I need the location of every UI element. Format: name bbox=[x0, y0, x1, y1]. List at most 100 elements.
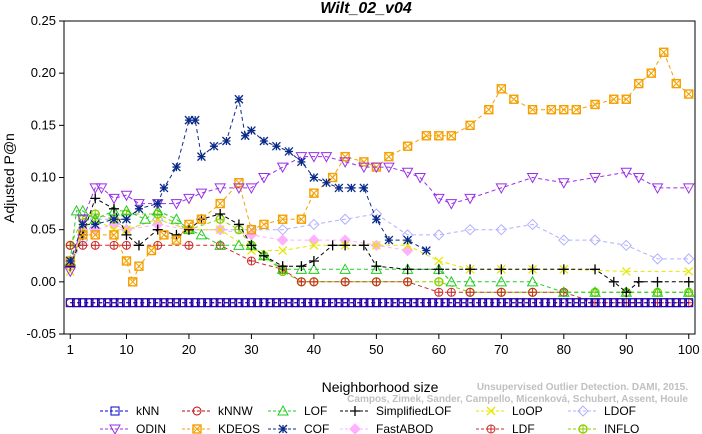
data-point bbox=[496, 298, 506, 308]
data-point bbox=[196, 152, 206, 162]
data-point bbox=[309, 298, 319, 308]
data-point bbox=[246, 298, 256, 308]
data-point bbox=[590, 298, 600, 308]
legend-label: INFLO bbox=[604, 422, 639, 434]
data-point bbox=[134, 298, 144, 308]
data-point bbox=[346, 298, 356, 308]
data-point bbox=[76, 214, 89, 226]
y-tick-label: 0.10 bbox=[31, 170, 56, 185]
data-point bbox=[365, 298, 375, 308]
data-point bbox=[653, 298, 663, 308]
data-point bbox=[320, 152, 333, 163]
data-point bbox=[296, 277, 306, 287]
data-point bbox=[70, 204, 83, 216]
data-point bbox=[370, 263, 383, 274]
data-point bbox=[258, 250, 269, 261]
data-point bbox=[578, 298, 588, 308]
data-point bbox=[146, 298, 156, 308]
data-point bbox=[433, 264, 444, 275]
data-point bbox=[334, 183, 344, 193]
data-point bbox=[321, 178, 331, 188]
data-point bbox=[296, 261, 307, 272]
data-point bbox=[558, 234, 570, 246]
data-point bbox=[440, 298, 450, 308]
data-point bbox=[621, 298, 631, 308]
data-point bbox=[178, 298, 188, 308]
data-point bbox=[328, 298, 338, 308]
data-point bbox=[433, 229, 445, 241]
data-point bbox=[628, 298, 638, 308]
data-point bbox=[109, 240, 119, 250]
credit-line-1: Unsupervised Outlier Detection. DAMI, 20… bbox=[477, 382, 688, 393]
data-point bbox=[608, 276, 619, 287]
data-point bbox=[95, 183, 108, 194]
data-point bbox=[65, 298, 75, 308]
data-point bbox=[546, 298, 556, 308]
data-point bbox=[121, 256, 132, 266]
x-tick-label: 60 bbox=[432, 342, 446, 357]
data-point bbox=[540, 298, 550, 308]
data-point bbox=[321, 298, 331, 308]
data-point bbox=[490, 298, 500, 308]
data-point bbox=[659, 47, 669, 57]
legend: kNN kNNW LOF SimplifiedLOF LoOP LDOF ODIN KDEOS… bbox=[100, 404, 639, 434]
data-point bbox=[621, 266, 631, 276]
data-point bbox=[233, 219, 244, 230]
data-point bbox=[446, 131, 457, 141]
data-point bbox=[195, 188, 208, 200]
data-point bbox=[90, 298, 100, 308]
data-point bbox=[253, 298, 263, 308]
legend-item-simplifiedlof: SimplifiedLOF bbox=[340, 404, 451, 418]
data-point bbox=[557, 286, 570, 297]
data-point bbox=[308, 218, 320, 231]
data-point bbox=[192, 406, 202, 416]
data-point bbox=[122, 225, 131, 235]
data-point bbox=[109, 214, 119, 224]
data-point bbox=[496, 264, 507, 275]
data-point bbox=[565, 298, 575, 308]
data-point bbox=[384, 151, 394, 162]
plot-frame bbox=[63, 20, 696, 335]
data-point bbox=[170, 199, 183, 210]
data-point bbox=[184, 298, 194, 308]
data-point bbox=[495, 275, 508, 287]
data-point bbox=[309, 240, 319, 250]
legend-item-knnw: kNNW bbox=[182, 404, 253, 418]
x-tick-label: 80 bbox=[557, 342, 571, 357]
data-point bbox=[258, 173, 270, 184]
data-point bbox=[308, 152, 320, 163]
data-point bbox=[445, 275, 458, 287]
data-point bbox=[464, 193, 476, 205]
data-point bbox=[459, 298, 469, 308]
data-point bbox=[295, 263, 308, 274]
y-tick-label: 0.20 bbox=[31, 65, 56, 80]
legend-label: FastABOD bbox=[376, 422, 434, 434]
data-point bbox=[415, 298, 425, 308]
data-point bbox=[421, 298, 431, 308]
data-point bbox=[634, 298, 644, 308]
data-point bbox=[486, 406, 496, 416]
legend-item-fastabod: FastABOD bbox=[340, 422, 434, 434]
data-point bbox=[402, 264, 413, 275]
data-point bbox=[615, 298, 625, 308]
data-point bbox=[371, 240, 381, 250]
data-point bbox=[596, 298, 606, 308]
data-point bbox=[183, 224, 194, 235]
data-point bbox=[486, 424, 496, 434]
data-point bbox=[683, 253, 695, 265]
data-point bbox=[110, 406, 120, 416]
data-point bbox=[309, 173, 319, 182]
chart-title: Wilt_02_v04 bbox=[320, 0, 412, 17]
data-point bbox=[90, 230, 100, 240]
data-point bbox=[190, 298, 200, 308]
data-point bbox=[339, 263, 351, 274]
data-point bbox=[651, 286, 664, 297]
series-knn bbox=[65, 298, 694, 308]
data-point bbox=[120, 204, 133, 216]
data-point bbox=[246, 224, 257, 235]
data-point bbox=[515, 298, 525, 308]
data-point bbox=[184, 219, 194, 230]
data-point bbox=[234, 94, 244, 104]
data-point bbox=[259, 219, 269, 230]
data-point bbox=[296, 298, 306, 308]
